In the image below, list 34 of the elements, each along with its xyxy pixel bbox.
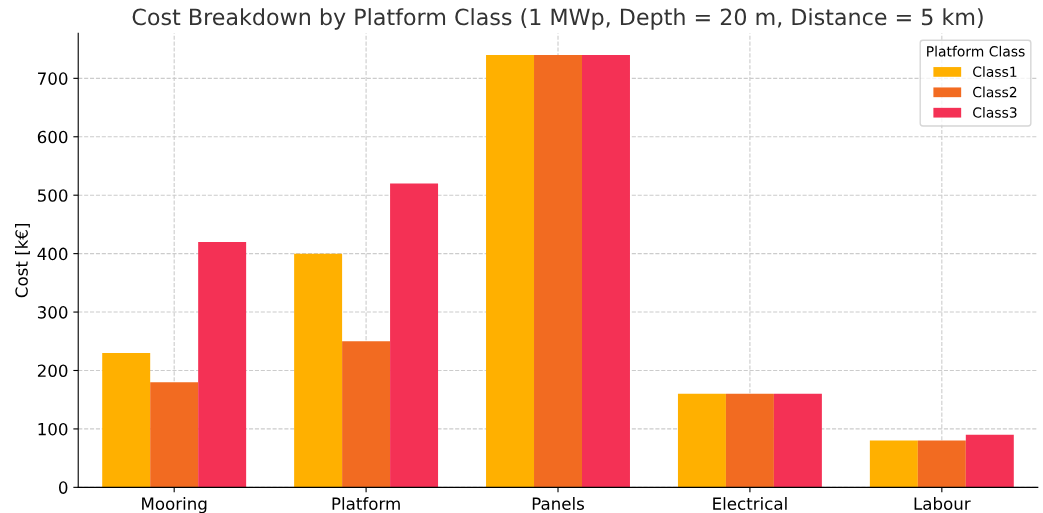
y-tick-label: 300 [37, 306, 68, 319]
y-tick-label: 100 [38, 422, 68, 436]
y-tick-label: 500 [37, 189, 68, 202]
x-tick-label: Platform [332, 497, 400, 510]
y-tick-label: 0 [59, 481, 68, 494]
legend-title: Platform Class [927, 45, 1025, 57]
bar [677, 393, 726, 488]
legend-label: Class3 [973, 107, 1017, 118]
bar [534, 54, 582, 488]
bar [725, 393, 774, 488]
bar [917, 440, 966, 488]
bar [869, 440, 918, 488]
y-tick-label: 200 [37, 364, 68, 378]
bar [390, 183, 439, 488]
x-tick-label: Labour [914, 497, 971, 510]
x-tick-label: Mooring [142, 497, 207, 513]
chart-title: Cost Breakdown by Platform Class (1 MWp, Depth = 20 m, Distance = 5 km) [132, 8, 983, 30]
bar [102, 352, 151, 488]
y-tick-label: 700 [38, 72, 68, 85]
bar [486, 54, 535, 488]
bar [150, 382, 199, 488]
x-tick-label: Electrical [713, 497, 787, 510]
bar [773, 393, 822, 488]
bar [294, 253, 343, 488]
y-tick-label: 400 [37, 247, 68, 261]
bar [342, 341, 391, 488]
y-tick-label: 600 [37, 130, 68, 144]
bar [581, 54, 630, 488]
y-axis-title: Cost [k€] [15, 223, 30, 298]
legend-label: Class1 [973, 66, 1017, 77]
x-tick-label: Panels [532, 497, 585, 510]
bar [198, 241, 247, 488]
bar [965, 434, 1014, 488]
legend-label: Class2 [973, 86, 1017, 98]
